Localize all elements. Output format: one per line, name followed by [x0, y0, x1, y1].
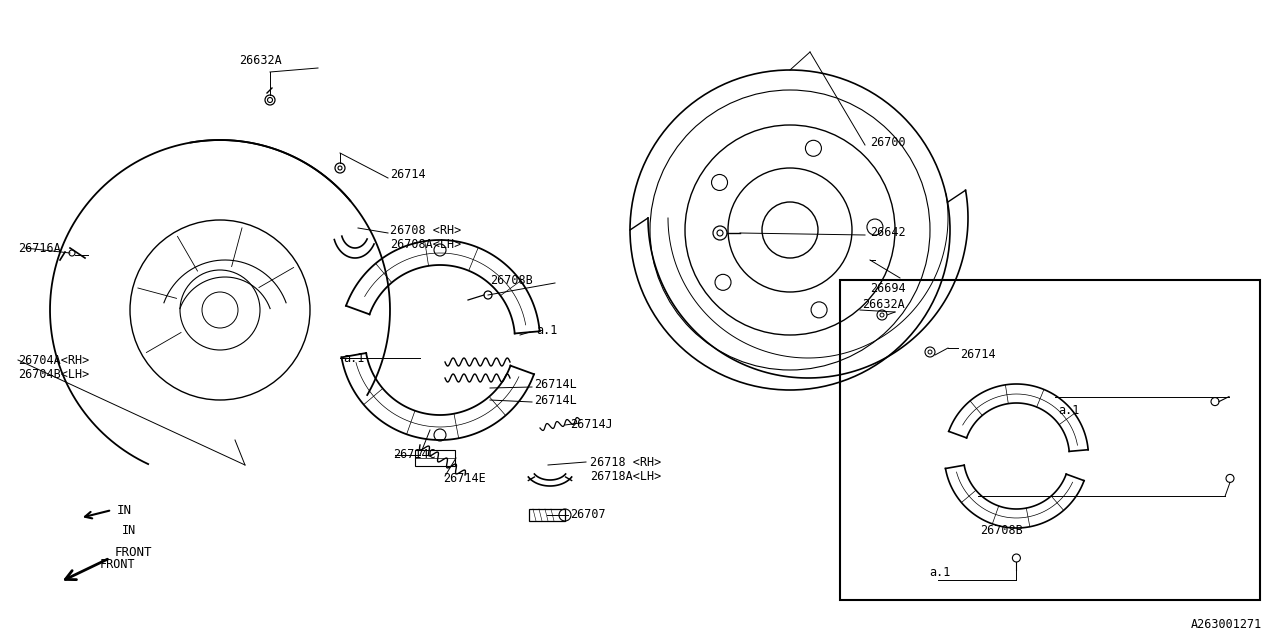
Text: 26632A: 26632A — [861, 298, 905, 312]
Text: IN: IN — [122, 524, 136, 536]
Text: 26707: 26707 — [570, 509, 605, 522]
Text: A263001271: A263001271 — [1190, 618, 1262, 632]
Text: 26718 <RH>: 26718 <RH> — [590, 456, 662, 468]
Circle shape — [69, 250, 76, 256]
Text: 26714: 26714 — [390, 168, 426, 182]
Text: 26714: 26714 — [960, 349, 996, 362]
Text: 26708B: 26708B — [490, 273, 532, 287]
Text: 26632A: 26632A — [238, 54, 282, 67]
Text: 26716A: 26716A — [18, 241, 60, 255]
Text: 26714E: 26714E — [443, 472, 485, 484]
Text: IN: IN — [116, 504, 132, 516]
Bar — [529, 509, 564, 521]
Text: 26714L: 26714L — [534, 378, 577, 392]
Text: 26714C: 26714C — [393, 449, 435, 461]
Text: 26708 <RH>: 26708 <RH> — [390, 223, 461, 237]
Text: 26714J: 26714J — [570, 419, 613, 431]
Text: a.1: a.1 — [343, 351, 365, 365]
Text: 26700: 26700 — [870, 136, 906, 148]
Text: 26718A<LH>: 26718A<LH> — [590, 470, 662, 483]
Text: 26694: 26694 — [870, 282, 906, 294]
Text: a.1: a.1 — [929, 566, 951, 579]
Text: 26642: 26642 — [870, 227, 906, 239]
Text: FRONT: FRONT — [115, 547, 152, 559]
Text: a.1: a.1 — [536, 323, 557, 337]
Text: 26708A<LH>: 26708A<LH> — [390, 239, 461, 252]
Text: 26714L: 26714L — [534, 394, 577, 406]
Text: a.1: a.1 — [1059, 403, 1079, 417]
Text: 26704A<RH>: 26704A<RH> — [18, 353, 90, 367]
Text: 26708B: 26708B — [980, 524, 1023, 536]
Text: 26704B<LH>: 26704B<LH> — [18, 369, 90, 381]
Bar — [415, 450, 454, 466]
Text: FRONT: FRONT — [100, 559, 136, 572]
Bar — [840, 280, 1260, 600]
